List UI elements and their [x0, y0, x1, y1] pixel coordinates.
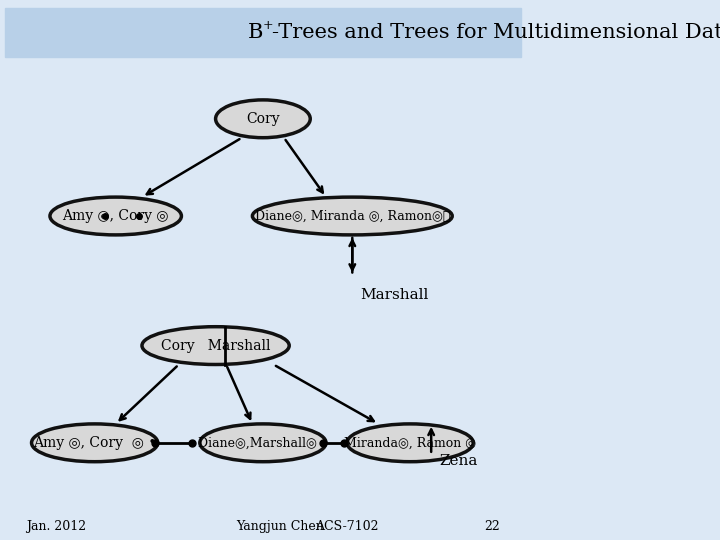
Ellipse shape — [347, 424, 473, 462]
Text: B: B — [248, 23, 263, 42]
Text: Diane◎, Miranda ◎, Ramon◎∅: Diane◎, Miranda ◎, Ramon◎∅ — [255, 210, 450, 222]
Text: Miranda◎, Ramon ◎: Miranda◎, Ramon ◎ — [344, 436, 476, 449]
Text: Amy ◎, Cory  ◎ •: Amy ◎, Cory ◎ • — [33, 436, 156, 450]
Ellipse shape — [215, 100, 310, 138]
Text: Zena: Zena — [439, 454, 477, 468]
Text: Cory   Marshall: Cory Marshall — [161, 339, 270, 353]
Text: Cory: Cory — [246, 112, 280, 126]
Text: Jan. 2012: Jan. 2012 — [27, 520, 86, 533]
Ellipse shape — [32, 424, 158, 462]
Text: 22: 22 — [484, 520, 500, 533]
Ellipse shape — [142, 327, 289, 364]
Text: ACS-7102: ACS-7102 — [315, 520, 379, 533]
Ellipse shape — [253, 197, 452, 235]
Text: Amy ◎, Cory ◎: Amy ◎, Cory ◎ — [63, 209, 169, 223]
Ellipse shape — [50, 197, 181, 235]
FancyBboxPatch shape — [5, 8, 521, 57]
Text: Diane◎,Marshall◎ •: Diane◎,Marshall◎ • — [198, 436, 328, 449]
Ellipse shape — [200, 424, 326, 462]
Text: Yangjun Chen: Yangjun Chen — [237, 520, 325, 533]
Text: -Trees and Trees for Multidimensional Data: -Trees and Trees for Multidimensional Da… — [272, 23, 720, 42]
Text: +: + — [263, 19, 274, 32]
Text: Marshall: Marshall — [360, 288, 428, 302]
